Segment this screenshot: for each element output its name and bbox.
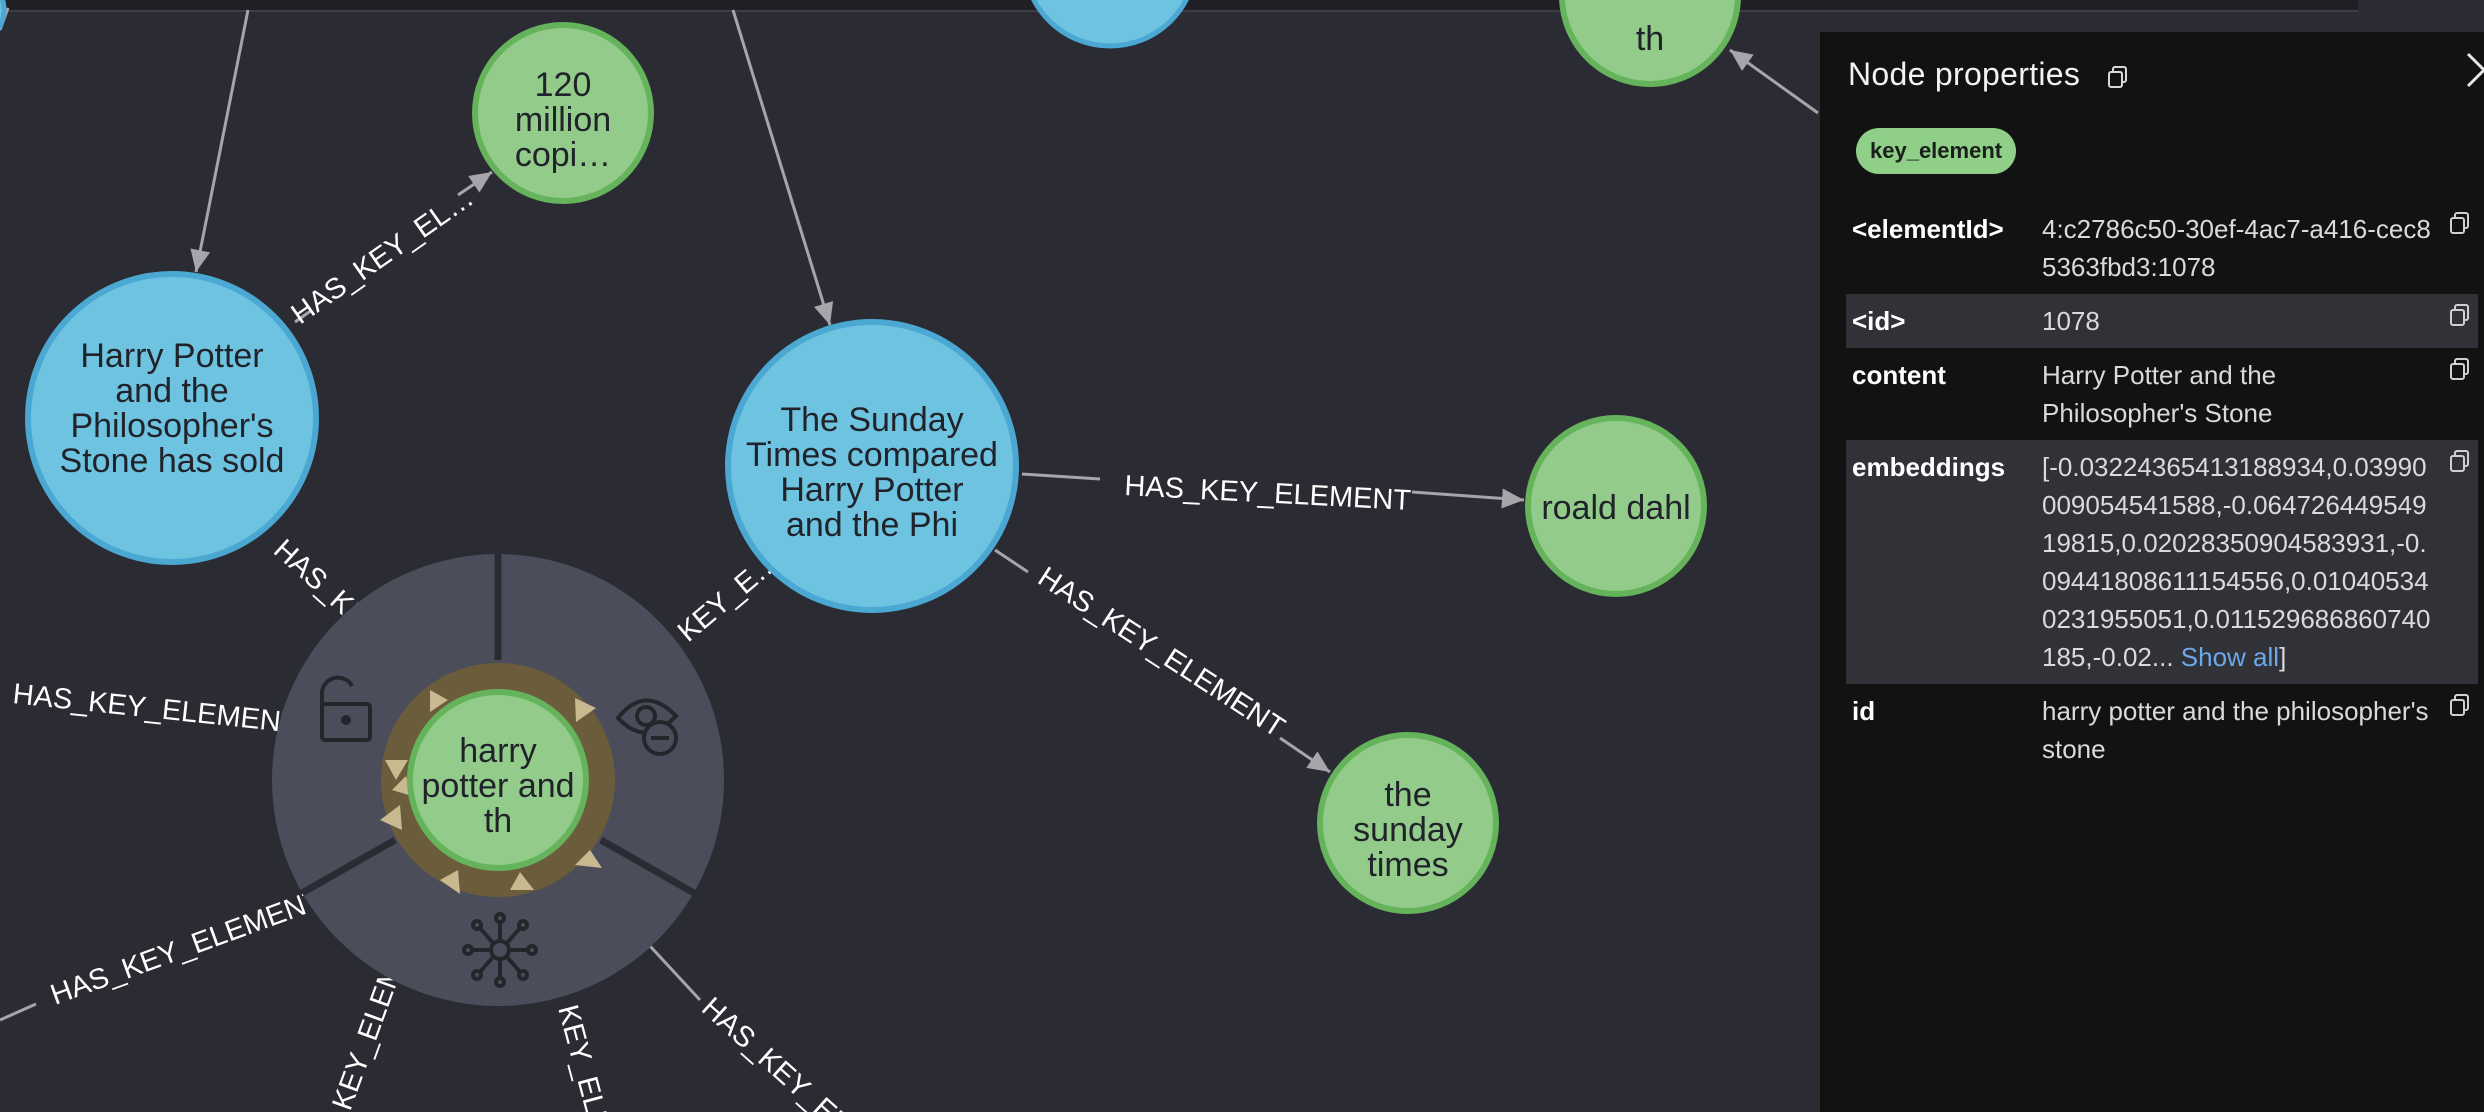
node-properties-panel: Node properties key_element <elementId> …: [1820, 32, 2484, 1112]
svg-text:harry: harry: [459, 732, 536, 770]
node-roald-dahl[interactable]: roald dahl: [1525, 415, 1707, 597]
svg-text:times: times: [1367, 846, 1448, 884]
svg-text:and the Phi: and the Phi: [786, 506, 958, 544]
svg-text:copi…: copi…: [515, 136, 611, 174]
svg-text:th: th: [1636, 20, 1664, 58]
copy-icon[interactable]: [2450, 358, 2470, 380]
relationship-line[interactable]: [190, 9, 250, 273]
relationship-label[interactable]: HAS_KEY_ELEMENT: [1032, 561, 1290, 744]
property-value: harry potter and the philosopher's stone: [2042, 696, 2429, 764]
relationship-line[interactable]: [994, 548, 1029, 574]
embeddings-value-text: [-0.03224365413188934,0.0399000905454158…: [2042, 452, 2431, 672]
relationship-line[interactable]: [1729, 48, 1819, 115]
copy-icon[interactable]: [2450, 450, 2470, 472]
node-120-million-copies[interactable]: 120 million copi…: [472, 22, 654, 204]
property-row-embeddings: embeddings [-0.03224365413188934,0.03990…: [1846, 440, 2478, 684]
relationship-line[interactable]: [731, 9, 834, 326]
property-key: <id>: [1852, 306, 1906, 336]
panel-title: Node properties: [1848, 56, 2081, 92]
relationship-label[interactable]: HAS_KEY_ELEMENT: [1124, 470, 1412, 517]
relationship-line[interactable]: [1021, 472, 1101, 481]
relationship-label[interactable]: KEY_ELEM: [551, 1002, 622, 1112]
node-harry-potter-stone-sold[interactable]: Harry Potter and the Philosopher's Stone…: [25, 271, 319, 565]
property-value: Harry Potter and the Philosopher's Stone: [2042, 360, 2277, 428]
svg-text:roald dahl: roald dahl: [1541, 489, 1690, 527]
property-value: 1078: [2042, 306, 2100, 336]
property-key: <elementId>: [1852, 214, 2004, 244]
property-value: 4:c2786c50-30ef-4ac7-a416-cec85363fbd3:1…: [2042, 214, 2431, 282]
relationship-line[interactable]: [294, 308, 313, 324]
property-value: [-0.03224365413188934,0.0399000905454158…: [2042, 448, 2432, 676]
svg-text:The Sunday: The Sunday: [780, 401, 963, 439]
copy-icon[interactable]: [2108, 66, 2128, 88]
relationship-line[interactable]: [1279, 736, 1331, 774]
svg-text:120: 120: [535, 66, 592, 104]
svg-text:Times compared: Times compared: [746, 436, 998, 474]
property-row-elementid: <elementId> 4:c2786c50-30ef-4ac7-a416-ce…: [1846, 202, 2478, 294]
svg-text:th: th: [484, 802, 512, 840]
expand-icon[interactable]: [462, 912, 538, 988]
svg-text:Stone has sold: Stone has sold: [60, 442, 285, 480]
svg-text:potter and: potter and: [421, 767, 574, 805]
show-all-link[interactable]: Show all: [2180, 642, 2280, 672]
svg-text:the: the: [1384, 776, 1431, 814]
relationship-line[interactable]: [1411, 488, 1525, 509]
relationship-label[interactable]: HAS_KEY_EL…: [286, 182, 480, 331]
relationship-label[interactable]: HAS_KEY_EL: [695, 991, 854, 1112]
embeddings-closing-bracket: ]: [2279, 642, 2287, 672]
node-partial-left[interactable]: [0, 0, 7, 44]
copy-icon[interactable]: [2450, 694, 2470, 716]
svg-text:million: million: [515, 101, 611, 139]
hide-icon[interactable]: [615, 698, 679, 756]
property-key: id: [1852, 696, 1876, 726]
svg-text:and the: and the: [115, 372, 228, 410]
copy-icon[interactable]: [2450, 304, 2470, 326]
node-harry-potter-selected[interactable]: harry potter and th: [407, 689, 589, 871]
property-row-id-internal: <id> 1078: [1846, 294, 2478, 348]
properties-table: <elementId> 4:c2786c50-30ef-4ac7-a416-ce…: [1846, 202, 2478, 776]
node-the-sunday-times[interactable]: the sunday times: [1317, 732, 1499, 914]
relationship-label[interactable]: HAS_KEY_ELEMENT: [46, 883, 327, 1011]
relationship-line[interactable]: [648, 944, 702, 1002]
relationship-line[interactable]: [0, 1002, 37, 1022]
relationship-line[interactable]: [457, 170, 493, 197]
node-label-chip[interactable]: key_element: [1856, 128, 2017, 174]
node-sunday-times-compared[interactable]: The Sunday Times compared Harry Potter a…: [725, 319, 1019, 613]
close-panel-icon[interactable]: [2464, 50, 2484, 90]
svg-text:Harry Potter: Harry Potter: [780, 471, 963, 509]
svg-text:sunday: sunday: [1353, 811, 1463, 849]
unlock-icon[interactable]: [320, 675, 372, 742]
node-th[interactable]: th: [1559, 0, 1741, 87]
copy-icon[interactable]: [2450, 212, 2470, 234]
svg-text:Philosopher's: Philosopher's: [70, 407, 273, 445]
node-partial-top[interactable]: [1024, 0, 1196, 49]
property-key: embeddings: [1852, 452, 2006, 482]
relationship-label[interactable]: HAS_KEY_ELEMENT: [11, 678, 300, 740]
property-row-id: id harry potter and the philosopher's st…: [1846, 684, 2478, 776]
property-row-content: content Harry Potter and the Philosopher…: [1846, 348, 2478, 440]
property-key: content: [1852, 360, 1946, 390]
svg-text:Harry Potter: Harry Potter: [80, 337, 263, 375]
graph-canvas[interactable]: HAS_KEY_EL… HAS_KEY_ELEMENT HAS_KEY_ELEM…: [0, 0, 1820, 1112]
